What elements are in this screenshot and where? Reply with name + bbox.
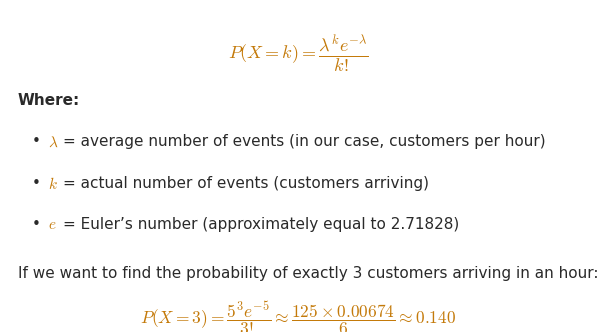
Text: •: •: [32, 134, 40, 149]
Text: $P(X = 3) = \dfrac{5^3 e^{-5}}{3!} \approx \dfrac{125 \times 0.00674}{6} \approx: $P(X = 3) = \dfrac{5^3 e^{-5}}{3!} \appr…: [140, 299, 457, 332]
Text: $P(X = k) = \dfrac{\lambda^k e^{-\lambda}}{k!}$: $P(X = k) = \dfrac{\lambda^k e^{-\lambda…: [228, 33, 369, 74]
Text: If we want to find the probability of exactly 3 customers arriving in an hour:: If we want to find the probability of ex…: [18, 266, 597, 281]
Text: = actual number of events (customers arriving): = actual number of events (customers arr…: [63, 176, 429, 191]
Text: •: •: [32, 176, 40, 191]
Text: $\lambda$: $\lambda$: [48, 134, 58, 149]
Text: •: •: [32, 217, 40, 232]
Text: = Euler’s number (approximately equal to 2.71828): = Euler’s number (approximately equal to…: [63, 217, 459, 232]
Text: $e$: $e$: [48, 217, 56, 232]
Text: Where:: Where:: [18, 93, 80, 108]
Text: $k$: $k$: [48, 176, 57, 192]
Text: = average number of events (in our case, customers per hour): = average number of events (in our case,…: [63, 134, 545, 149]
